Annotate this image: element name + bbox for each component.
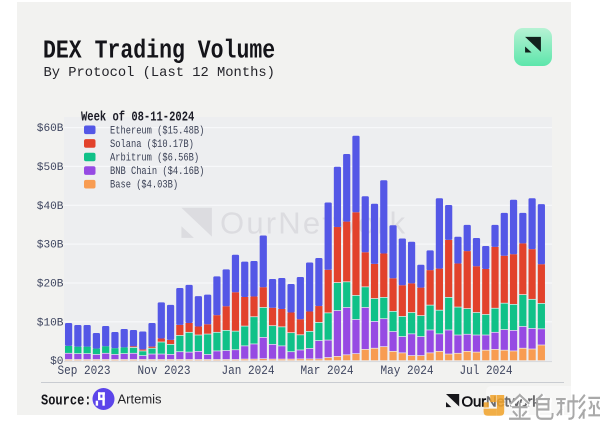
svg-text:Mar 2024: Mar 2024 <box>301 363 354 378</box>
svg-text:Jul 2024: Jul 2024 <box>460 363 513 378</box>
svg-text:Sep 2023: Sep 2023 <box>58 363 111 378</box>
svg-text:Solana ($10.17B): Solana ($10.17B) <box>110 138 194 150</box>
svg-text:May 2024: May 2024 <box>381 363 434 378</box>
svg-text:Ethereum ($15.48B): Ethereum ($15.48B) <box>110 125 204 137</box>
svg-text:Nov 2023: Nov 2023 <box>138 363 191 378</box>
svg-text:$30B: $30B <box>37 239 64 251</box>
svg-text:Arbitrum ($6.56B): Arbitrum ($6.56B) <box>110 152 199 164</box>
svg-text:$40B: $40B <box>37 201 64 213</box>
svg-text:$60B: $60B <box>37 123 64 135</box>
svg-text:By Protocol (Last 12 Months): By Protocol (Last 12 Months) <box>43 65 274 81</box>
svg-text:OurNetwork: OurNetwork <box>220 206 407 241</box>
svg-text:BNB Chain ($4.16B): BNB Chain ($4.16B) <box>110 165 204 177</box>
svg-text:$0: $0 <box>50 356 64 368</box>
svg-text:Artemis: Artemis <box>118 392 163 407</box>
svg-text:$50B: $50B <box>37 162 64 174</box>
svg-text:Week of 08-11-2024: Week of 08-11-2024 <box>81 109 195 125</box>
svg-text:Jan 2024: Jan 2024 <box>222 363 275 378</box>
svg-text:$10B: $10B <box>37 317 64 329</box>
svg-text:DEX Trading Volume: DEX Trading Volume <box>43 37 275 66</box>
svg-text:$20B: $20B <box>37 278 64 290</box>
svg-text:Base ($4.03B): Base ($4.03B) <box>110 179 178 191</box>
svg-text:Source:: Source: <box>41 393 92 409</box>
